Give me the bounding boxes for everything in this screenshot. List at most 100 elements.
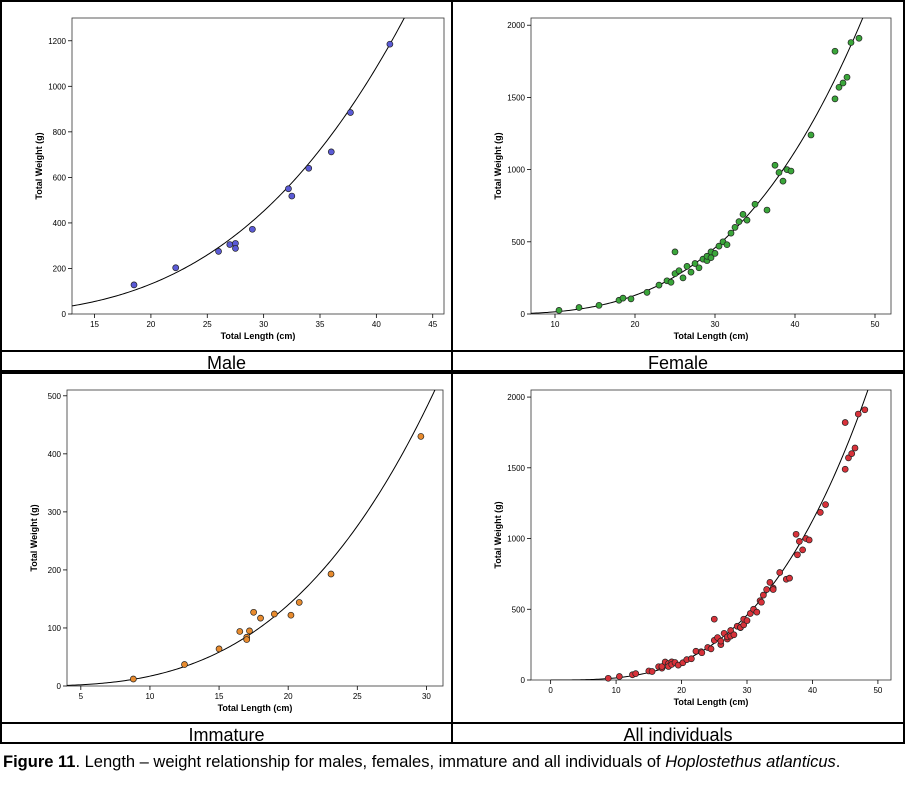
y-tick-label: 0	[521, 676, 526, 685]
y-tick-label: 1500	[507, 93, 525, 102]
data-point	[775, 169, 783, 176]
x-tick-label: 40	[372, 320, 381, 329]
data-point	[751, 200, 759, 208]
data-point	[249, 225, 256, 233]
data-point	[295, 599, 303, 606]
y-tick-label: 400	[53, 219, 67, 228]
data-point	[771, 161, 779, 169]
data-point	[743, 216, 751, 224]
data-point	[619, 294, 627, 302]
x-tick-label: 20	[631, 320, 640, 329]
data-point	[643, 288, 651, 296]
x-tick-label: 20	[146, 320, 155, 329]
data-point	[843, 73, 851, 81]
y-tick-label: 0	[62, 310, 67, 319]
data-point	[766, 579, 774, 586]
data-point	[616, 673, 623, 680]
x-tick-label: 5	[79, 692, 84, 701]
data-point	[831, 47, 839, 55]
data-point	[854, 410, 862, 418]
data-point	[861, 406, 869, 414]
caption-species: Hoplostethus atlanticus	[665, 753, 836, 771]
data-point	[851, 444, 859, 452]
data-point	[675, 267, 683, 275]
data-point	[226, 241, 234, 248]
y-tick-label: 200	[48, 566, 62, 575]
data-point	[679, 274, 687, 282]
figure-caption: Figure 11. Length – weight relationship …	[3, 750, 901, 775]
data-point	[130, 281, 138, 289]
data-point	[735, 218, 743, 225]
data-point	[743, 617, 751, 624]
data-point	[695, 264, 703, 272]
data-point	[855, 34, 863, 42]
x-axis-label: Total Length (cm)	[674, 697, 749, 707]
data-point	[658, 663, 666, 670]
caption-end: .	[835, 753, 841, 771]
y-tick-label: 500	[512, 238, 526, 247]
data-point	[794, 551, 801, 559]
data-point	[792, 530, 800, 538]
data-point	[848, 450, 856, 458]
data-point	[671, 248, 679, 256]
data-point	[688, 655, 695, 663]
x-tick-label: 30	[259, 320, 268, 329]
data-point	[327, 570, 335, 578]
data-point	[604, 674, 612, 682]
y-tick-label: 0	[521, 310, 526, 319]
x-tick-label: 15	[90, 320, 99, 329]
plot-area	[66, 389, 444, 687]
data-point	[717, 637, 725, 645]
x-tick-label: 10	[612, 686, 621, 695]
x-tick-label: 30	[743, 686, 752, 695]
y-tick-label: 500	[48, 392, 62, 401]
x-tick-label: 15	[215, 692, 224, 701]
data-point	[648, 668, 656, 675]
x-axis-label: Total Length (cm)	[218, 703, 293, 713]
x-axis-label: Total Length (cm)	[221, 331, 296, 341]
data-point	[250, 608, 257, 616]
x-tick-label: 20	[284, 692, 293, 701]
data-point	[739, 211, 747, 218]
y-axis-label: Total Weight (g)	[34, 132, 44, 199]
data-point	[417, 433, 425, 440]
data-point	[753, 608, 761, 616]
data-point	[841, 419, 849, 426]
y-tick-label: 1000	[507, 166, 525, 175]
data-point	[236, 628, 244, 635]
data-point	[172, 264, 180, 272]
y-tick-label: 1500	[507, 464, 525, 473]
caption-text: . Length – weight relationship for males…	[75, 753, 666, 771]
data-point	[805, 536, 813, 544]
data-point	[305, 164, 313, 172]
data-point	[130, 675, 137, 683]
data-point	[799, 546, 806, 554]
data-point	[796, 538, 803, 545]
data-point	[667, 278, 675, 286]
plot-area	[71, 17, 445, 315]
data-point	[707, 645, 715, 653]
y-tick-label: 2000	[507, 21, 525, 30]
x-tick-label: 30	[711, 320, 720, 329]
panel-label-male: Male	[0, 350, 453, 373]
data-point	[246, 627, 253, 635]
plot-area	[530, 389, 892, 681]
data-point	[215, 645, 223, 653]
data-point	[786, 574, 793, 582]
data-point	[831, 95, 839, 103]
data-point	[386, 40, 394, 48]
data-point	[347, 109, 354, 116]
data-point	[632, 670, 640, 677]
data-point	[243, 636, 251, 643]
x-axis-label: Total Length (cm)	[674, 331, 749, 341]
data-point	[327, 148, 335, 156]
data-point	[627, 295, 635, 303]
x-tick-label: 20	[677, 686, 686, 695]
data-point	[288, 192, 296, 200]
data-point	[839, 79, 847, 87]
data-point	[807, 131, 815, 139]
y-tick-label: 2000	[507, 393, 525, 402]
data-point	[683, 263, 691, 270]
